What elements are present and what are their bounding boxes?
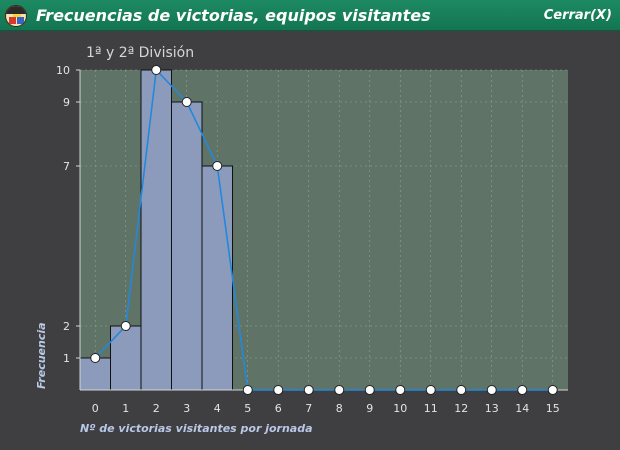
data-point [242, 385, 253, 395]
x-tick-label: 1 [122, 402, 129, 415]
bar [201, 165, 233, 391]
x-tick-label: 4 [214, 402, 221, 415]
data-point [547, 385, 558, 395]
x-tick-label: 7 [305, 402, 312, 415]
bar [140, 69, 172, 391]
x-tick-label: 2 [153, 402, 160, 415]
x-tick-label: 5 [244, 402, 251, 415]
data-point [486, 385, 497, 395]
y-tick-label: 1 [63, 352, 70, 365]
x-tick-label: 12 [454, 402, 468, 415]
x-tick-label: 0 [92, 402, 99, 415]
y-tick-label: 10 [56, 64, 70, 77]
data-point [273, 385, 284, 395]
app-logo-icon [5, 5, 27, 27]
data-point [425, 385, 436, 395]
data-point [181, 97, 192, 107]
y-tick-label: 7 [63, 160, 70, 173]
title-bar: Frecuencias de victorias, equipos visita… [0, 0, 620, 31]
data-point [456, 385, 467, 395]
data-point [334, 385, 345, 395]
x-tick-label: 6 [275, 402, 282, 415]
x-tick-label: 11 [424, 402, 438, 415]
data-point [90, 353, 101, 363]
data-point [517, 385, 528, 395]
data-point [212, 161, 223, 171]
x-tick-label: 13 [485, 402, 499, 415]
x-axis-title: Nº de victorias visitantes por jornada [80, 422, 313, 435]
series-line [94, 68, 553, 391]
close-button[interactable]: Cerrar(X) [543, 8, 612, 23]
x-tick-label: 10 [393, 402, 407, 415]
bar [171, 101, 203, 391]
x-tick-label: 8 [336, 402, 343, 415]
x-tick-label: 3 [183, 402, 190, 415]
data-point [303, 385, 314, 395]
data-point [120, 321, 131, 331]
chart-title: 1ª y 2ª División [86, 45, 195, 61]
x-tick-label: 14 [515, 402, 529, 415]
window-title: Frecuencias de victorias, equipos visita… [36, 6, 431, 25]
y-tick-label: 2 [63, 320, 70, 333]
data-point [151, 65, 162, 75]
data-point [364, 385, 375, 395]
data-point [395, 385, 406, 395]
x-tick-label: 9 [366, 402, 373, 415]
y-axis-title: Frecuencia [35, 322, 48, 389]
bar [110, 325, 142, 391]
y-tick-label: 9 [63, 96, 70, 109]
x-tick-label: 15 [546, 402, 560, 415]
